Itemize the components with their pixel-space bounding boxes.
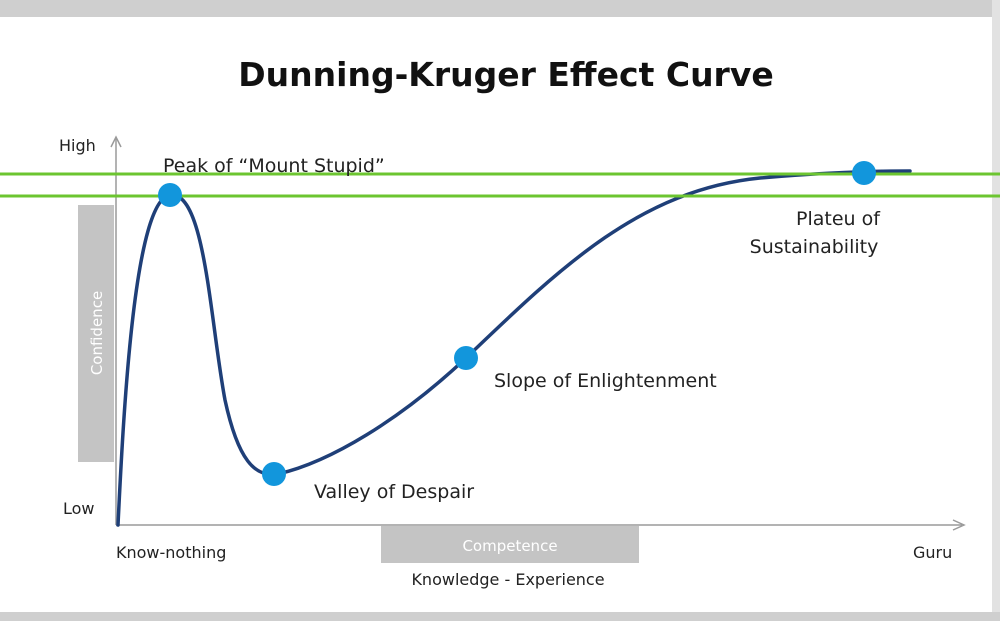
frame-right-border [992, 0, 1000, 621]
peak-marker [158, 183, 182, 207]
axes [110, 135, 966, 531]
y-axis-low-label: Low [63, 499, 95, 518]
x-axis-title: Knowledge - Experience [411, 570, 604, 589]
dunning-kruger-curve [116, 169, 912, 527]
slope-marker [454, 346, 478, 370]
plateau-label-line1: Plateu of [796, 208, 881, 230]
peak-label: Peak of “Mount Stupid” [163, 155, 385, 177]
y-axis-high-label: High [59, 136, 96, 155]
valley-marker [262, 462, 286, 486]
confidence-bar-label: Confidence [88, 291, 106, 375]
confidence-bar [78, 205, 114, 462]
plateau-label-line2: Sustainability [750, 236, 879, 258]
valley-label: Valley of Despair [314, 481, 474, 503]
frame-top-border [0, 0, 1000, 17]
x-axis-arrowhead [952, 519, 966, 531]
frame-bottom-border [0, 612, 1000, 621]
x-axis-start-label: Know-nothing [116, 543, 226, 562]
y-axis-arrowhead [110, 135, 122, 148]
competence-bar-label: Competence [462, 537, 557, 555]
plateau-marker [852, 161, 876, 185]
competence-bar [381, 526, 639, 563]
slope-label: Slope of Enlightenment [494, 370, 717, 392]
x-axis-end-label: Guru [913, 543, 952, 562]
diagram-title: Dunning-Kruger Effect Curve [238, 55, 773, 94]
